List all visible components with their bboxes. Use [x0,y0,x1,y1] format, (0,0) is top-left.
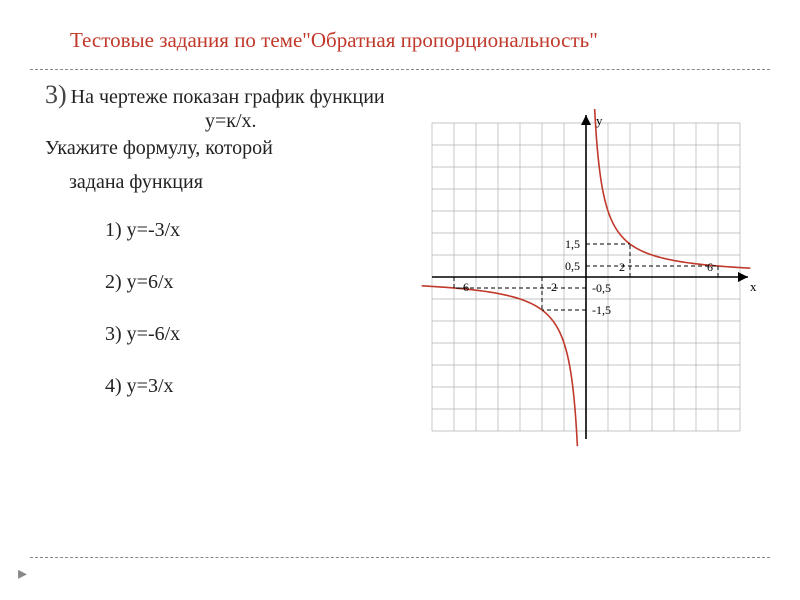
content-area: 3) На чертеже показан график функции у=к… [0,76,800,459]
left-column: Укажите формулу, которой задана функция … [45,133,412,423]
question-number: 3) [45,80,67,109]
option-4: 4) у=3/х [45,371,412,401]
instruction-2: задана функция [45,167,412,197]
page-title: Тестовые задания по теме"Обратная пропор… [0,0,800,63]
svg-text:-1,5: -1,5 [592,303,611,317]
divider-top [30,69,770,70]
svg-text:2: 2 [619,260,625,274]
option-2: 2) у=6/х [45,267,412,297]
svg-text:у: у [596,113,603,128]
svg-text:1,5: 1,5 [565,237,580,251]
svg-text:-6: -6 [459,280,469,294]
hyperbola-chart: у х -6 -2 2 6 1,5 0,5 -0,5 -1,5 [412,109,770,449]
option-3: 3) у=-6/х [45,319,412,349]
option-1: 1) у=-3/х [45,215,412,245]
svg-text:6: 6 [707,260,713,274]
svg-text:-0,5: -0,5 [592,281,611,295]
svg-text:-2: -2 [547,280,557,294]
svg-text:х: х [750,279,757,294]
question-line: 3) На чертеже показан график функции [45,80,770,110]
svg-text:0,5: 0,5 [565,259,580,273]
divider-bottom [30,557,770,558]
instruction-1: Укажите формулу, которой [45,133,412,163]
slide-arrow-icon: ▸ [18,563,27,584]
question-prompt: На чертеже показан график функции [71,86,385,108]
